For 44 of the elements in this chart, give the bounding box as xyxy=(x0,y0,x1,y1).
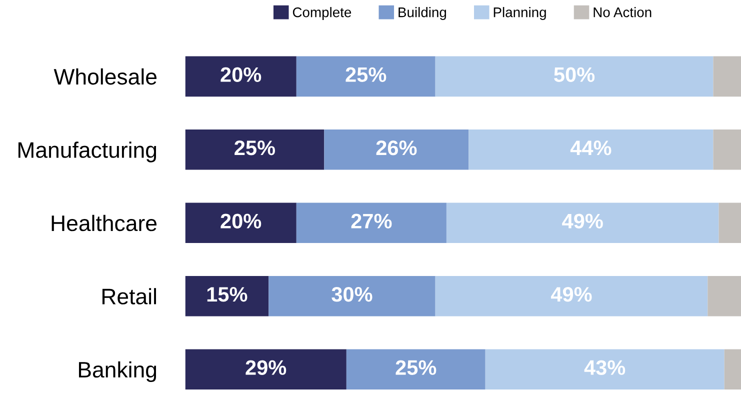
legend-label: Building xyxy=(398,7,446,20)
bar xyxy=(185,130,324,170)
data-label: 49% xyxy=(550,286,592,302)
bar xyxy=(296,56,436,97)
data-label: 29% xyxy=(246,360,286,375)
data-label: 15% xyxy=(207,287,248,302)
bar xyxy=(185,56,296,97)
bar xyxy=(185,349,346,390)
data-label: 49% xyxy=(562,214,603,228)
data-label: 43% xyxy=(584,360,626,375)
y-tick-label: Manufacturing xyxy=(18,142,156,162)
data-label: 27% xyxy=(351,214,392,228)
bar xyxy=(185,202,296,244)
data-label: 44% xyxy=(570,140,612,156)
bar xyxy=(296,202,446,244)
bar xyxy=(435,276,708,316)
bar xyxy=(268,276,436,316)
bar xyxy=(446,202,719,244)
bar xyxy=(713,56,741,97)
legend-label: Planning xyxy=(494,7,546,20)
y-tick-label: Healthcare xyxy=(52,214,156,232)
data-label: 26% xyxy=(376,140,417,156)
data-label: 20% xyxy=(220,67,262,82)
data-label: 25% xyxy=(346,67,386,82)
data-label: 30% xyxy=(332,286,372,302)
bar xyxy=(435,56,714,97)
y-tick-label: Banking xyxy=(78,361,156,382)
data-label: 20% xyxy=(220,214,262,228)
bar xyxy=(324,130,469,170)
bar xyxy=(485,349,724,390)
bar xyxy=(718,202,741,244)
bar xyxy=(724,349,741,390)
data-label: 25% xyxy=(234,140,276,156)
bar xyxy=(185,276,269,316)
y-tick-label: Retail xyxy=(102,288,156,304)
data-label: 25% xyxy=(396,360,436,375)
bar xyxy=(713,130,741,170)
bar xyxy=(346,349,486,390)
legend-label: Complete xyxy=(292,7,352,20)
data-label: 50% xyxy=(554,67,595,82)
bar xyxy=(708,276,741,316)
y-tick-label: Wholesale xyxy=(54,68,156,85)
bar xyxy=(468,130,714,170)
legend-label: No Action xyxy=(594,7,652,18)
